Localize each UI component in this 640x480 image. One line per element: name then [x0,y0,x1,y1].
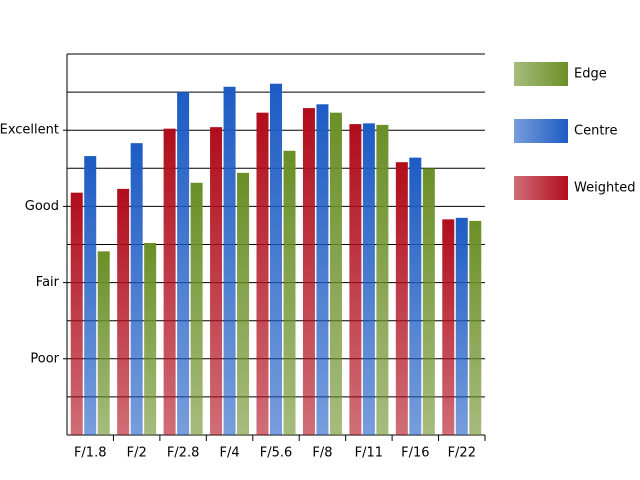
x-tick-label: F/2.8 [167,446,200,461]
bar [302,108,315,436]
legend-label: Centre [574,124,617,139]
bar [455,217,468,435]
legend-swatch [514,119,568,143]
x-tick-label: F/4 [219,446,239,461]
legend-swatch [514,176,568,200]
bar [270,83,282,435]
bar [237,172,250,435]
bar [97,251,110,435]
y-tick-label: Poor [30,351,59,366]
x-tick-label: F/1.8 [74,446,107,461]
bar [283,150,296,436]
x-tick-label: F/8 [312,446,332,461]
bar [442,219,455,435]
y-tick-label: Excellent [0,123,59,138]
legend-label: Weighted [574,181,636,196]
bar [256,112,269,435]
bar [177,92,190,435]
bar [362,123,375,435]
x-tick-label: F/5.6 [260,446,293,461]
bar [409,157,422,435]
x-tick-label: F/16 [401,446,429,461]
bar [117,188,130,435]
bar [144,242,157,435]
bar [163,128,176,435]
bar [329,112,342,435]
y-tick-label: Good [25,199,59,214]
y-tick-label: Fair [36,275,60,290]
bar [210,127,223,435]
x-tick-label: F/11 [355,446,383,461]
bar [130,143,143,436]
bar [422,168,435,436]
bar [316,104,329,436]
x-tick-label: F/22 [448,446,476,461]
bar [84,156,97,435]
bar [349,124,362,435]
legend-swatch [514,62,568,86]
bar [395,162,408,436]
bar [376,124,389,435]
bar [223,86,236,436]
bar [70,192,83,435]
bar [190,182,203,435]
bar [469,220,482,435]
legend-label: Edge [574,67,607,82]
x-tick-label: F/2 [127,446,147,461]
